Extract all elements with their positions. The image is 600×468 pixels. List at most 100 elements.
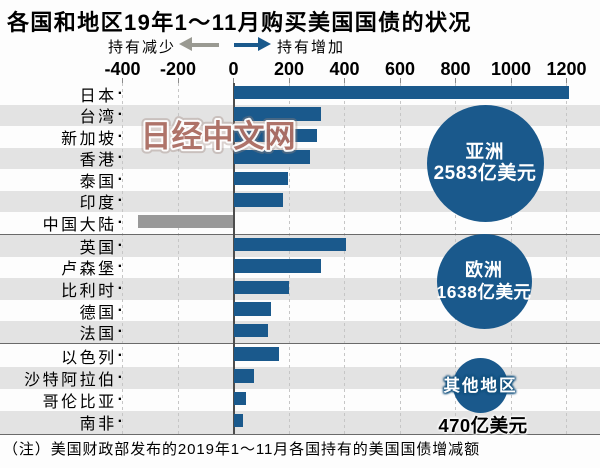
bar-increase	[233, 413, 244, 428]
bubble-value-label: 2583亿美元	[433, 163, 537, 184]
label-dot: ·	[117, 213, 123, 231]
label-dot: ·	[117, 192, 123, 210]
bar-decrease	[137, 214, 234, 228]
x-axis-tick-label: -200	[159, 59, 197, 79]
label-dot: ·	[117, 391, 123, 409]
bar-increase	[233, 237, 346, 251]
label-dot: ·	[117, 346, 123, 364]
row-label-text: 印度	[79, 195, 117, 213]
row-label-text: 南非	[79, 416, 117, 434]
x-axis-tick-label: 1200	[546, 59, 587, 79]
row-stripe	[0, 321, 600, 343]
bar-increase	[233, 323, 269, 338]
x-axis-tick-label: 0	[228, 59, 239, 79]
x-axis-tick-mark	[122, 78, 123, 83]
group-separator-line	[0, 343, 600, 344]
region-bubble: 亚洲 2583亿美元	[426, 104, 544, 222]
x-axis-tick-mark	[566, 78, 567, 83]
x-axis-tick-mark	[344, 78, 345, 83]
legend-decrease-label: 持有减少	[107, 39, 176, 56]
x-axis-tick-label: 1000	[490, 59, 532, 79]
x-axis-tick-mark	[288, 78, 290, 83]
row-label: 日本 ·	[0, 83, 123, 105]
bar-increase	[233, 302, 271, 316]
gridline	[566, 83, 567, 434]
row-stripe	[0, 366, 600, 389]
bar-increase	[233, 369, 255, 383]
row-label-text: 日本	[79, 87, 117, 105]
row-label-text: 香港	[79, 152, 117, 170]
bubble-value-label: 470亿美元	[438, 415, 528, 436]
label-dot: ·	[117, 323, 123, 341]
label-dot: ·	[117, 301, 123, 319]
footnote: （注）美国财政部发布的2019年1～11月各国持有的美国国债增减额	[3, 441, 480, 458]
bubble-region-label: 欧洲	[465, 260, 503, 280]
group-separator-line	[0, 233, 600, 235]
region-bubble: 欧洲 1638亿美元	[436, 233, 532, 329]
zero-axis-line	[232, 83, 235, 434]
row-label: 以色列 ·	[0, 345, 123, 367]
bar-increase	[233, 280, 289, 295]
increase-arrow-head-icon	[258, 37, 271, 51]
x-axis-tick-mark	[233, 78, 234, 83]
row-label: 泰国 ·	[0, 169, 123, 191]
row-label: 新加坡 ·	[0, 126, 123, 148]
row-label: 哥伦比亚 ·	[0, 389, 123, 411]
row-label-text: 法国	[79, 326, 117, 344]
bar-increase	[233, 107, 321, 121]
x-axis-tick-label: -400	[104, 59, 141, 79]
gridline	[288, 83, 290, 434]
row-label: 中国大陆 ·	[0, 212, 123, 234]
gridline	[344, 83, 345, 434]
chart-title: 各国和地区19年1～11月购买美国国债的状况	[7, 10, 472, 35]
label-dot: ·	[117, 279, 123, 297]
label-dot: ·	[117, 106, 123, 124]
row-label-text: 以色列	[61, 349, 117, 367]
row-label-text: 卢森堡	[61, 261, 117, 279]
row-label: 南非 ·	[0, 411, 123, 433]
gridline	[399, 83, 401, 434]
row-label-text: 哥伦比亚	[42, 394, 117, 412]
bar-increase	[233, 391, 246, 405]
row-label: 英国 ·	[0, 235, 123, 257]
decrease-arrow-icon	[191, 42, 219, 47]
row-label: 卢森堡 ·	[0, 257, 123, 279]
x-axis-tick-label: 800	[440, 59, 471, 79]
gridline	[177, 83, 179, 434]
label-dot: ·	[117, 127, 123, 145]
increase-arrow-icon	[234, 42, 259, 47]
x-axis-tick-label: 400	[329, 59, 360, 79]
bar-increase	[233, 347, 280, 361]
label-dot: ·	[117, 258, 123, 276]
region-bubble: 其他地区	[444, 358, 516, 413]
x-axis-tick-mark	[510, 78, 512, 83]
bubble-value-label: 1638亿美元	[436, 282, 532, 302]
x-axis-tick-label: 200	[273, 59, 305, 79]
x-axis-tick-label: 600	[384, 59, 416, 79]
x-axis-tick-mark	[455, 78, 456, 83]
bubble-region-label: 其他地区	[443, 376, 518, 395]
row-label-text: 台湾	[79, 109, 117, 127]
row-label: 比利时 ·	[0, 278, 123, 300]
label-dot: ·	[117, 413, 123, 431]
x-axis-tick-mark	[399, 78, 401, 83]
label-dot: ·	[117, 368, 123, 386]
legend-increase-label: 持有增加	[277, 39, 346, 56]
row-label: 台湾 ·	[0, 105, 123, 127]
row-stripe	[0, 411, 600, 434]
row-label-text: 新加坡	[61, 130, 117, 148]
row-label: 印度 ·	[0, 191, 123, 213]
row-label: 香港 ·	[0, 148, 123, 170]
label-dot: ·	[117, 84, 123, 102]
gridline	[122, 83, 123, 434]
label-dot: ·	[117, 170, 123, 188]
x-axis-tick-mark	[177, 78, 179, 83]
row-label-text: 英国	[79, 239, 117, 257]
decrease-arrow-head-icon	[179, 37, 192, 51]
row-label-text: 比利时	[61, 282, 117, 300]
bar-increase	[233, 171, 288, 185]
label-dot: ·	[117, 149, 123, 167]
bar-increase	[233, 259, 321, 273]
bar-increase	[233, 150, 310, 164]
